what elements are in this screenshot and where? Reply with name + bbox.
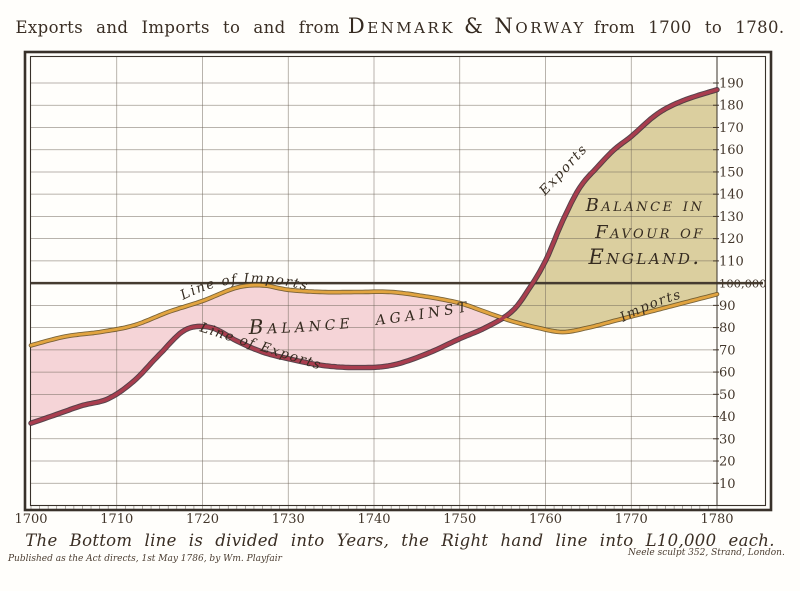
x-tick-label: 1750 xyxy=(443,512,476,527)
x-tick-label: 1700 xyxy=(14,512,47,527)
y-tick-label: 140 xyxy=(719,188,744,203)
frame-outer-border xyxy=(23,50,773,512)
y-tick-label: 10 xyxy=(719,477,736,492)
balance-favour-line3: England. xyxy=(587,245,701,269)
axis-caption: The Bottom line is divided into Years, t… xyxy=(25,531,775,550)
y-tick-label: 100,000 xyxy=(719,277,767,291)
x-tick-label: 1760 xyxy=(529,512,562,527)
title-prefix: Exports and Imports to and from xyxy=(15,18,340,37)
grid-lines xyxy=(30,56,763,510)
y-tick-label: 160 xyxy=(719,143,744,158)
y-tick-label: 130 xyxy=(719,210,744,225)
balance-favour-region xyxy=(503,89,717,333)
y-tick-label: 40 xyxy=(719,410,736,425)
exports-line xyxy=(29,88,719,425)
y-tick-label: 180 xyxy=(719,99,744,114)
y-tick-label: 30 xyxy=(719,432,736,447)
engraver-credit: Neele sculpt 352, Strand, London. xyxy=(628,548,785,558)
x-tick-label: 1730 xyxy=(272,512,305,527)
title-emphasis: Denmark & Norway xyxy=(347,14,586,38)
y-tick-label: 20 xyxy=(719,455,736,470)
publisher-credit: Published as the Act directs, 1st May 17… xyxy=(8,554,282,564)
balance-areas xyxy=(31,89,717,424)
x-tick-label: 1720 xyxy=(186,512,219,527)
x-tick-label: 1740 xyxy=(357,512,390,527)
y-tick-label: 90 xyxy=(719,299,736,314)
y-tick-label: 50 xyxy=(719,388,736,403)
y-tick-label: 190 xyxy=(719,76,744,91)
y-tick-label: 70 xyxy=(719,343,736,358)
y-tick-label: 170 xyxy=(719,121,744,136)
y-tick-label: 60 xyxy=(719,366,736,381)
x-tick-label: 1770 xyxy=(615,512,648,527)
y-tick-label: 150 xyxy=(719,165,744,180)
title-suffix: from 1700 to 1780. xyxy=(593,18,785,37)
y-tick-label: 120 xyxy=(719,232,744,247)
x-tick-label: 1780 xyxy=(700,512,733,527)
frame-inner-border xyxy=(29,55,767,507)
x-tick-label: 1710 xyxy=(100,512,133,527)
balance-favour-line2: Favour of xyxy=(594,222,705,243)
balance-favour-line1: Balance in xyxy=(585,195,705,216)
chart-title: Exports and Imports to and from Denmark &… xyxy=(0,14,800,38)
y-tick-label: 110 xyxy=(719,254,744,269)
axis-labels: 10 20 30 40 50 60 70 80 90 100,000 110 120 130 140 150… xyxy=(14,76,766,527)
balance-against-region xyxy=(31,285,504,424)
data-lines xyxy=(28,87,720,426)
y-tick-label: 80 xyxy=(719,321,736,336)
chart-frame xyxy=(23,50,773,512)
imports-line xyxy=(29,283,719,347)
